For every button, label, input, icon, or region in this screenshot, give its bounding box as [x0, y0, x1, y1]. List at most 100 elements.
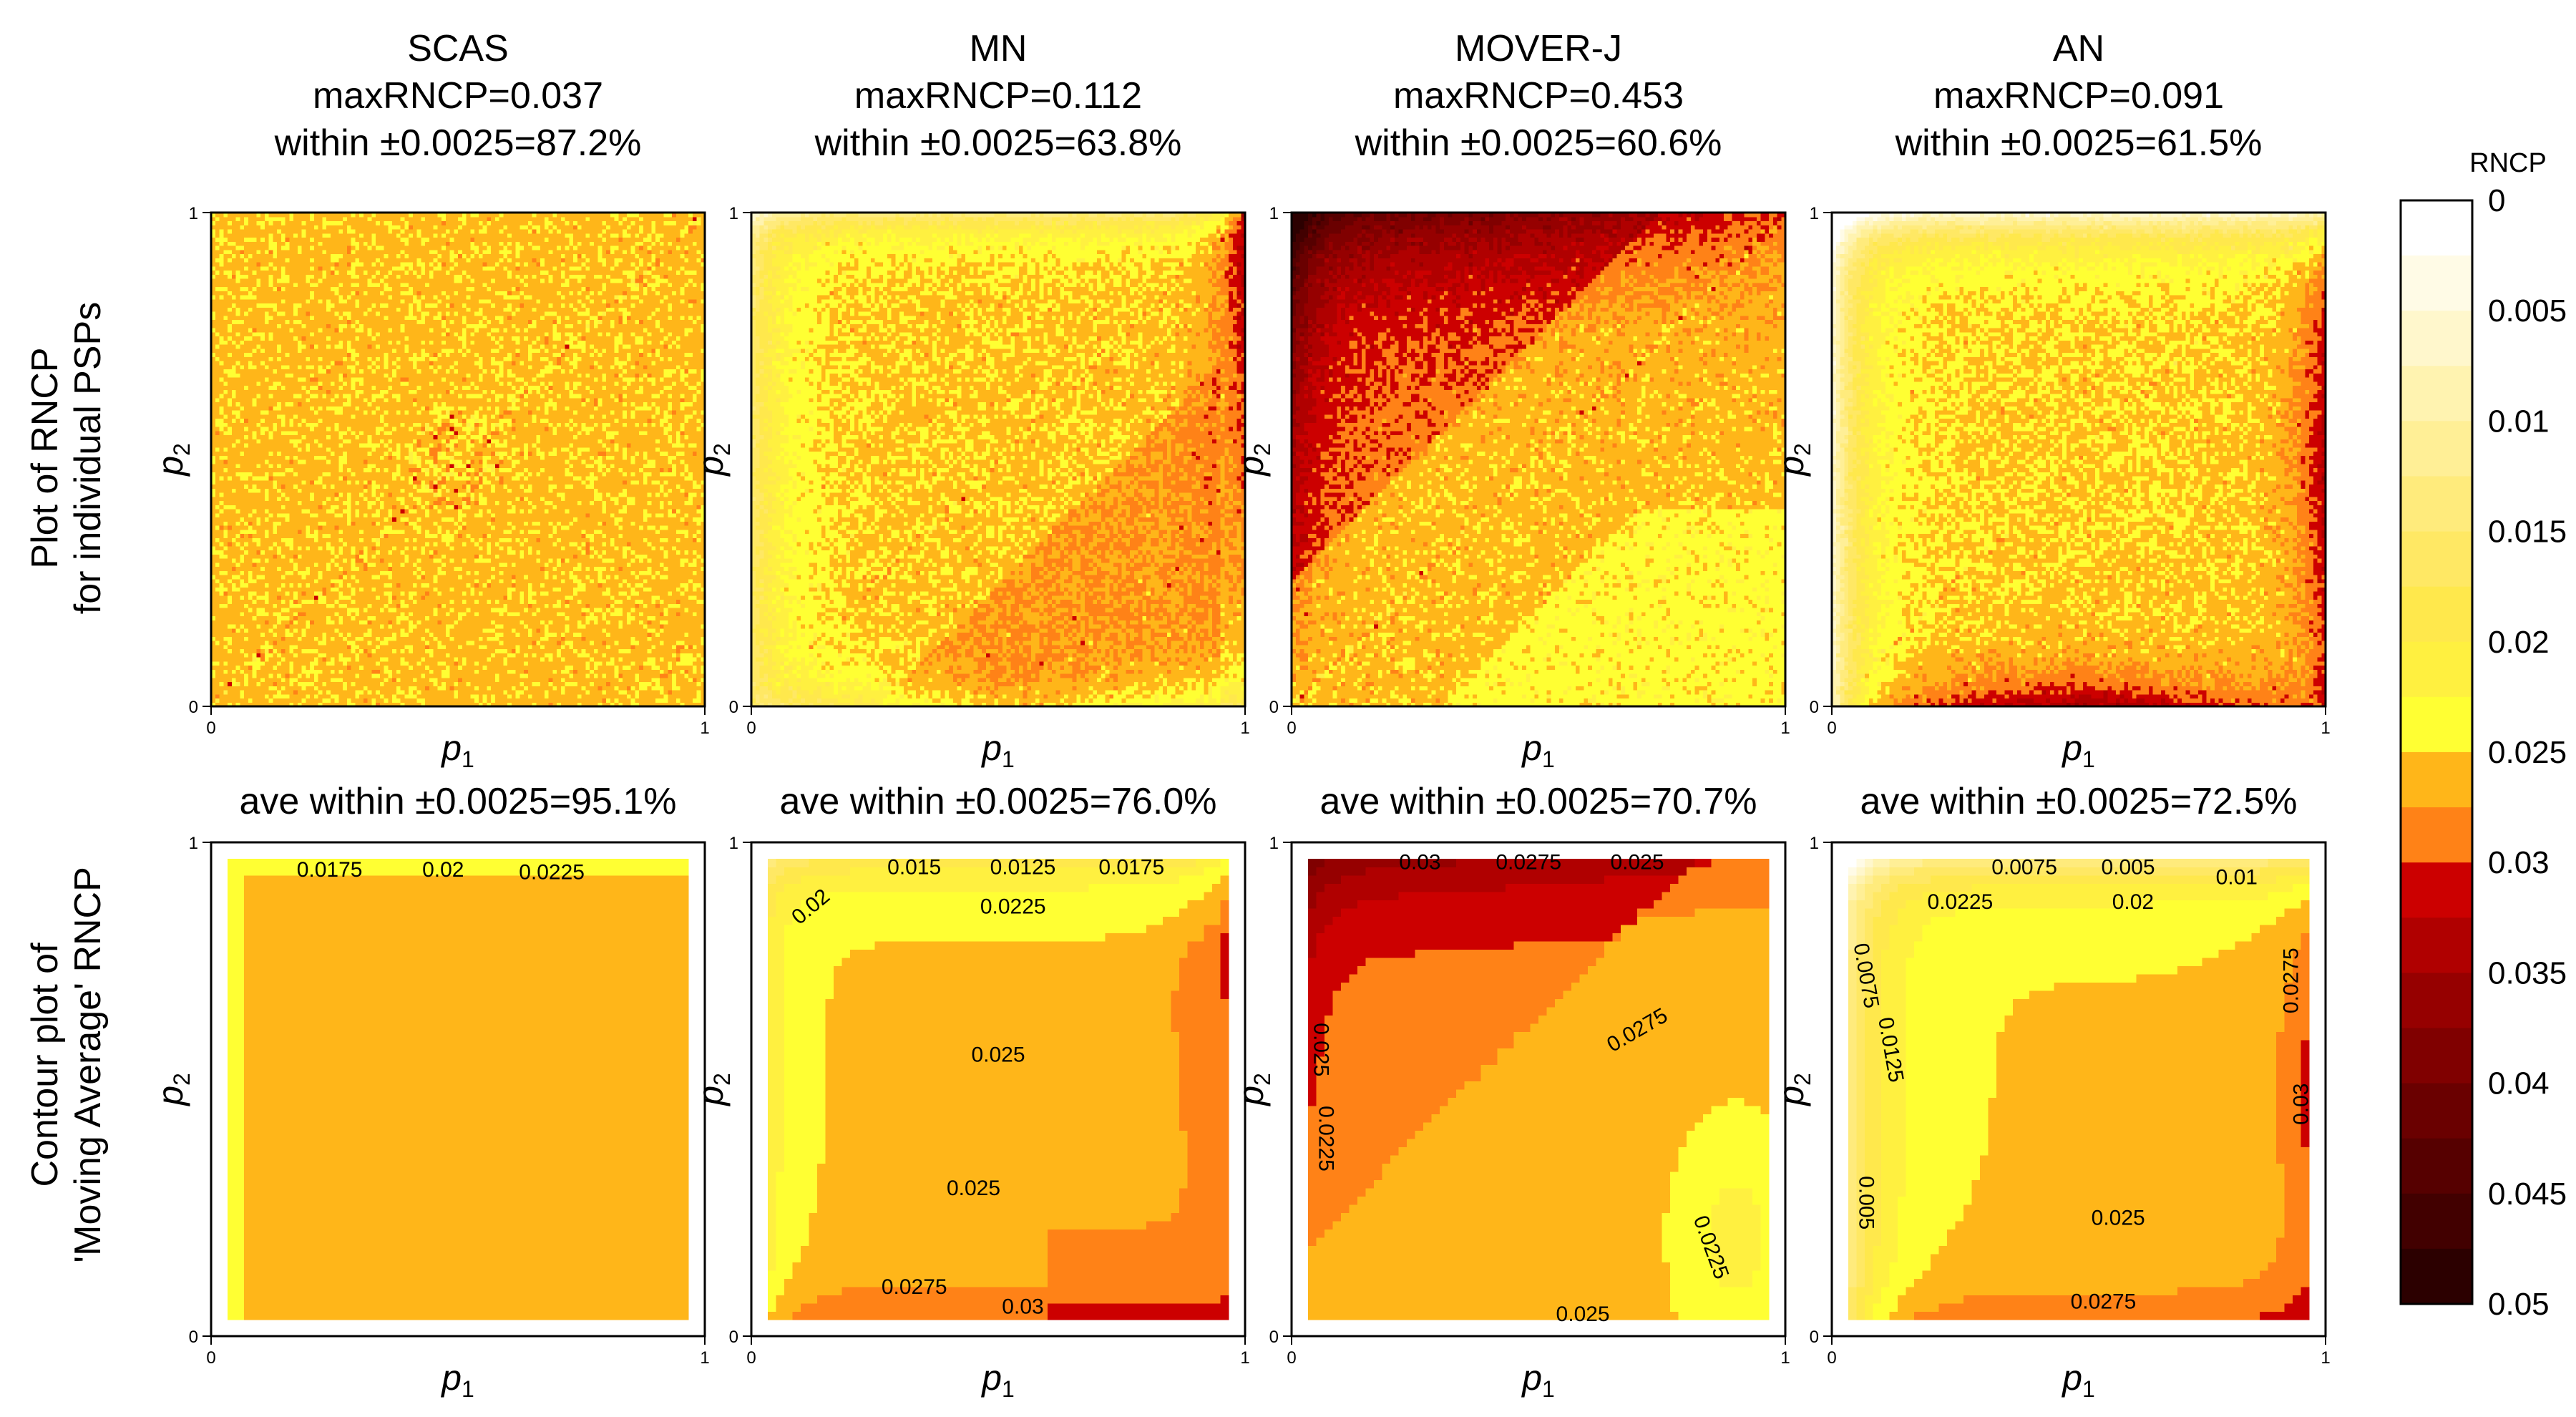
heatmap-cell: [232, 567, 236, 571]
heatmap-cell: [244, 422, 248, 427]
heatmap-cell: [236, 316, 240, 320]
heatmap-cell: [253, 229, 257, 233]
heatmap-cell: [223, 221, 228, 225]
heatmap-cell: [236, 641, 240, 645]
heatmap-cell: [220, 245, 224, 250]
heatmap-cell: [236, 241, 240, 245]
heatmap-cell: [269, 633, 273, 637]
heatmap-cell: [223, 369, 228, 374]
heatmap-cell: [223, 476, 228, 480]
heatmap-cell: [232, 645, 236, 649]
heatmap-cell: [273, 558, 277, 563]
heatmap-cell: [228, 336, 232, 341]
heatmap-cell: [223, 217, 228, 221]
heatmap-cell: [260, 307, 265, 311]
heatmap-cell: [236, 480, 240, 484]
heatmap-cell: [228, 620, 232, 624]
heatmap-cell: [236, 488, 240, 492]
heatmap-cell: [273, 266, 277, 271]
heatmap-cell: [265, 320, 269, 324]
heatmap-cell: [260, 649, 265, 653]
heatmap-cell: [232, 690, 236, 694]
heatmap-cell: [265, 492, 269, 497]
heatmap-cell: [256, 353, 260, 357]
heatmap-cell: [223, 501, 228, 505]
heatmap-cell: [223, 694, 228, 698]
heatmap-cell: [260, 353, 265, 357]
heatmap-cell: [253, 653, 257, 657]
heatmap-cell: [223, 414, 228, 419]
heatmap-cell: [260, 229, 265, 233]
heatmap-cell: [215, 320, 220, 324]
heatmap-cell: [244, 567, 248, 571]
heatmap-cell: [256, 389, 260, 394]
heatmap-cell: [244, 258, 248, 262]
heatmap-cell: [256, 254, 260, 258]
heatmap-cell: [253, 464, 257, 468]
heatmap-cell: [236, 320, 240, 324]
heatmap-cell: [273, 636, 277, 641]
heatmap-cell: [236, 361, 240, 365]
panels: 0 101p1p2SCASmaxRNCP=0.037within ±0.0025=…: [150, 28, 2331, 1402]
heatmap-cell: [253, 336, 257, 341]
heatmap-cell: [265, 245, 269, 250]
heatmap-cell: [244, 356, 248, 361]
heatmap-cell: [236, 258, 240, 262]
heatmap-cell: [220, 278, 224, 283]
heatmap-cell: [273, 657, 277, 661]
heatmap-cell: [273, 591, 277, 595]
heatmap-cell: [248, 291, 253, 295]
heatmap-cell: [223, 455, 228, 459]
heatmap-cell: [240, 505, 244, 509]
heatmap-cell: [253, 554, 257, 558]
heatmap-cell: [223, 303, 228, 308]
heatmap-cell: [244, 600, 248, 604]
heatmap-cell: [240, 332, 244, 336]
heatmap-cell: [228, 567, 232, 571]
heatmap-cell: [256, 554, 260, 558]
heatmap-cell: [236, 534, 240, 538]
heatmap-cell: [269, 476, 273, 480]
heatmap-cell: [244, 505, 248, 509]
heatmap-cell: [260, 328, 265, 332]
heatmap-cell: [248, 641, 253, 645]
heatmap-cell: [232, 608, 236, 612]
heatmap-cell: [253, 291, 257, 295]
heatmap-cell: [228, 459, 232, 464]
heatmap-cell: [240, 398, 244, 402]
heatmap-cell: [236, 616, 240, 620]
heatmap-cell: [265, 554, 269, 558]
heatmap-cell: [269, 365, 273, 369]
heatmap-cell: [248, 645, 253, 649]
heatmap-cell: [223, 422, 228, 427]
heatmap-cell: [228, 649, 232, 653]
heatmap-cell: [248, 361, 253, 365]
heatmap-cell: [244, 419, 248, 423]
heatmap-cell: [265, 452, 269, 456]
heatmap-cell: [223, 505, 228, 509]
heatmap-cell: [228, 221, 232, 225]
heatmap-cell: [215, 608, 220, 612]
heatmap-cell: [220, 567, 224, 571]
heatmap-cell: [269, 229, 273, 233]
heatmap-cell: [228, 464, 232, 468]
heatmap-cell: [215, 287, 220, 291]
heatmap-cell: [215, 455, 220, 459]
heatmap-cell: [244, 435, 248, 439]
heatmap-cell: [215, 283, 220, 287]
heatmap-cell: [240, 521, 244, 525]
heatmap-cell: [223, 591, 228, 595]
heatmap-cell: [269, 537, 273, 542]
heatmap-cell: [273, 492, 277, 497]
heatmap-cell: [253, 406, 257, 410]
heatmap-cell: [240, 389, 244, 394]
heatmap-cell: [236, 291, 240, 295]
heatmap-cell: [223, 373, 228, 377]
heatmap-cell: [220, 525, 224, 530]
heatmap-cell: [248, 328, 253, 332]
heatmap-cell: [273, 686, 277, 690]
heatmap-cell: [220, 323, 224, 328]
heatmap-cell: [260, 320, 265, 324]
heatmap-cell: [223, 262, 228, 266]
heatmap-cell: [215, 394, 220, 398]
